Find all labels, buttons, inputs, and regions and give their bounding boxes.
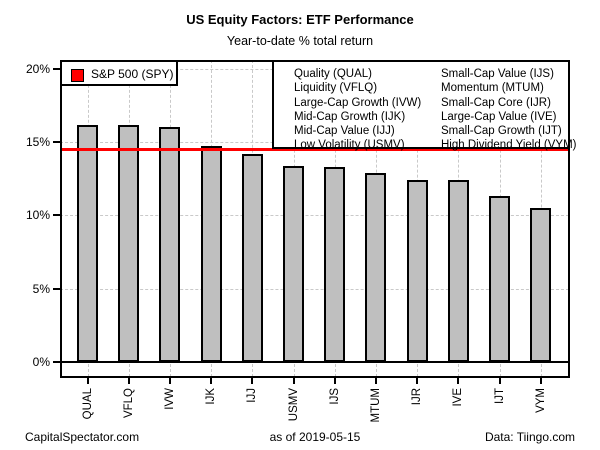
- y-tick-label: 15%: [25, 135, 50, 150]
- chart-subtitle: Year-to-date % total return: [226, 34, 374, 48]
- x-tick: [168, 377, 171, 384]
- x-tick: [498, 377, 501, 384]
- legend-item: Small-Cap Core (IJR): [441, 96, 551, 109]
- x-tick: [333, 377, 336, 384]
- y-tick-label: 20%: [25, 61, 50, 76]
- benchmark-swatch: [71, 69, 84, 82]
- legend-item: Mid-Cap Value (IJJ): [294, 125, 395, 138]
- bar-ijk: [200, 146, 222, 362]
- legend-item: Quality (QUAL): [294, 68, 372, 80]
- x-axis-label: MTUM: [369, 388, 382, 423]
- x-tick: [292, 377, 295, 384]
- y-gridline: [60, 215, 569, 217]
- benchmark-reference-line: [60, 147, 569, 151]
- x-tick: [251, 377, 254, 384]
- x-axis-label: IJS: [328, 388, 341, 405]
- legend-item: Small-Cap Value (IJS): [441, 68, 554, 80]
- legend-column-1: Quality (QUAL) Liquidity (VFLQ) Large-Cap …: [294, 67, 421, 153]
- bar-usmv: [283, 165, 304, 362]
- y-tick-label: 0%: [32, 355, 50, 369]
- x-tick: [210, 377, 213, 384]
- x-axis-label: USMV: [287, 388, 300, 422]
- x-tick: [86, 377, 89, 384]
- bar-ijt: [489, 196, 510, 362]
- x-tick: [416, 377, 419, 384]
- bar-ijr: [406, 180, 428, 362]
- bar-vym: [530, 208, 552, 362]
- bar-vflq: [118, 124, 140, 362]
- y-tick: [53, 287, 60, 290]
- x-axis-label: IVW: [163, 388, 176, 410]
- bar-mtum: [365, 172, 387, 362]
- etf-legend: Quality (QUAL) Liquidity (VFLQ) Large-Cap …: [272, 60, 577, 151]
- y-tick-label: 5%: [32, 281, 50, 296]
- y-tick: [53, 214, 60, 217]
- legend-item: Small-Cap Growth (IJT): [441, 125, 562, 138]
- benchmark-label: S&P 500 (SPY): [91, 67, 174, 81]
- y-tick: [53, 361, 60, 363]
- benchmark-legend: S&P 500 (SPY): [60, 60, 178, 86]
- x-axis-label: IJR: [411, 388, 424, 406]
- x-tick: [374, 377, 377, 384]
- x-tick: [539, 377, 542, 384]
- footer-source-site: CapitalSpectator.com: [25, 430, 140, 444]
- x-axis-label: IJJ: [246, 388, 259, 403]
- legend-item: Large-Cap Value (IVE): [441, 110, 557, 123]
- legend-column-2: Small-Cap Value (IJS) Momentum (MTUM) Smal…: [441, 67, 577, 153]
- legend-item: Large-Cap Growth (IVW): [294, 96, 422, 109]
- y-tick: [53, 67, 60, 70]
- footer-as-of-date: as of 2019-05-15: [269, 430, 361, 444]
- x-axis-label: IVE: [452, 388, 465, 407]
- bar-ijs: [324, 167, 346, 362]
- x-tick: [127, 377, 130, 384]
- x-axis-label: IJK: [205, 388, 218, 405]
- y-gridline: [60, 288, 569, 290]
- y-tick-label: 10%: [25, 208, 50, 223]
- footer-data-source: Data: Tiingo.com: [484, 430, 575, 444]
- zero-line: [60, 361, 569, 363]
- x-axis-label: QUAL: [81, 388, 94, 420]
- bar-qual: [77, 124, 98, 362]
- legend-item: Momentum (MTUM): [441, 82, 544, 95]
- x-axis-label: VYM: [534, 388, 547, 413]
- y-tick: [53, 141, 60, 144]
- legend-item: Liquidity (VFLQ): [294, 82, 378, 95]
- x-tick: [457, 377, 460, 384]
- x-axis-label: VFLQ: [122, 388, 135, 419]
- bar-ivw: [159, 127, 181, 362]
- bar-ijj: [241, 153, 263, 362]
- chart-title: US Equity Factors: ETF Performance: [186, 12, 414, 27]
- legend-item: Mid-Cap Growth (IJK): [294, 110, 406, 123]
- x-axis-label: IJT: [493, 388, 506, 404]
- bar-ive: [447, 180, 469, 362]
- legend-item: High Dividend Yield (VYM): [441, 139, 577, 152]
- legend-item: Low Volatility (USMV): [294, 139, 405, 152]
